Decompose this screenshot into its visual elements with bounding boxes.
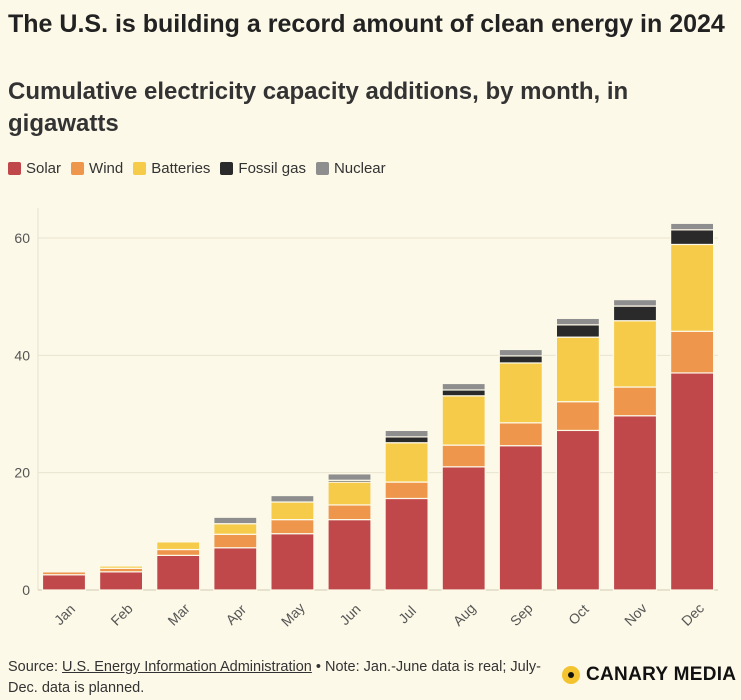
legend-item-nuclear: Nuclear	[315, 160, 386, 177]
bar-jul-batteries	[384, 442, 429, 483]
legend-label-wind: Wind	[89, 160, 124, 177]
bar-may-wind	[270, 519, 315, 535]
legend-item-wind: Wind	[71, 160, 123, 177]
legend-swatch-batteries	[133, 162, 147, 175]
legend: Solar Wind Batteries Fossil gas Nuclear	[8, 160, 386, 177]
bar-jan-solar	[41, 574, 87, 591]
bar-dec-fossil-gas	[669, 229, 715, 246]
bar-dec-solar	[669, 372, 715, 591]
x-tick-label-aug: Aug	[450, 600, 479, 629]
legend-item-fossil-gas: Fossil gas	[220, 160, 306, 177]
bar-mar-solar	[156, 554, 201, 591]
bar-nov-fossil-gas	[612, 305, 658, 322]
legend-swatch-wind	[71, 162, 85, 175]
x-tick-label-nov: Nov	[621, 600, 650, 629]
x-tick-label-may: May	[278, 599, 308, 629]
bar-oct-nuclear	[555, 317, 601, 326]
footer-note: • Note: Jan.-June data is real; July-Dec…	[8, 659, 541, 696]
bar-apr-wind	[213, 533, 258, 549]
bar-nov-batteries	[612, 320, 658, 388]
bar-sep-wind	[498, 422, 543, 447]
bar-mar-wind	[156, 548, 201, 556]
bar-may-batteries	[270, 501, 315, 521]
legend-label-fossil-gas: Fossil gas	[238, 160, 306, 177]
x-tick-label-apr: Apr	[222, 601, 249, 628]
bar-jan-nuclear	[41, 569, 87, 572]
x-tick-label-jul: Jul	[395, 602, 419, 626]
x-tick-label-jan: Jan	[51, 601, 78, 628]
bar-mar-batteries	[156, 541, 201, 551]
bar-jul-fossil-gas	[384, 436, 429, 444]
legend-label-nuclear: Nuclear	[333, 160, 386, 177]
x-tick-label-feb: Feb	[107, 600, 136, 629]
bar-sep-batteries	[498, 362, 543, 424]
bar-jun-solar	[327, 519, 372, 591]
y-tick-label-20: 20	[14, 465, 30, 481]
bar-feb-solar	[98, 571, 144, 591]
bar-oct-solar	[555, 429, 601, 591]
footer: Source: U.S. Energy Information Administ…	[8, 657, 548, 699]
canary-dot-icon	[562, 666, 580, 684]
chart-subtitle: Cumulative electricity capacity addition…	[8, 78, 629, 137]
bar-jun-wind	[327, 504, 372, 521]
brand-name: CANARY MEDIA	[586, 664, 737, 685]
bar-jul-wind	[384, 481, 429, 500]
bar-feb-nuclear	[98, 564, 144, 567]
brand-logo: CANARY MEDIA	[562, 664, 736, 686]
bar-jun-nuclear	[327, 473, 372, 481]
bar-aug-nuclear	[441, 382, 486, 391]
legend-label-batteries: Batteries	[151, 160, 211, 177]
bar-aug-fossil-gas	[441, 389, 486, 397]
bar-dec-nuclear	[669, 222, 715, 231]
bar-jul-solar	[384, 497, 429, 591]
chart-title: The U.S. is building a record amount of …	[8, 10, 725, 38]
legend-label-solar: Solar	[26, 160, 62, 177]
legend-swatch-solar	[8, 162, 21, 175]
bar-nov-nuclear	[612, 298, 658, 307]
bar-oct-wind	[555, 401, 601, 432]
bar-may-solar	[270, 533, 315, 591]
bar-aug-solar	[441, 466, 486, 591]
x-tick-label-dec: Dec	[678, 600, 707, 629]
y-tick-label-40: 40	[14, 347, 30, 363]
bar-sep-solar	[498, 445, 543, 591]
bar-sep-nuclear	[498, 348, 543, 357]
x-tick-label-mar: Mar	[164, 600, 193, 629]
bar-jul-nuclear	[384, 429, 429, 438]
bar-sep-fossil-gas	[498, 355, 543, 364]
bar-nov-solar	[612, 415, 658, 591]
bar-mar-nuclear	[156, 540, 201, 543]
x-tick-label-jun: Jun	[336, 601, 363, 628]
bar-may-nuclear	[270, 494, 315, 503]
bar-aug-batteries	[441, 395, 486, 446]
bar-dec-batteries	[669, 243, 715, 332]
legend-swatch-nuclear	[315, 162, 329, 175]
bar-aug-wind	[441, 444, 486, 468]
stacked-bar-chart: 0 20 40 60 Jan Feb Mar Apr May Jun Jul Aug Sep Oct Nov…	[14, 208, 718, 629]
x-tick-label-oct: Oct	[565, 601, 592, 628]
y-tick-label-60: 60	[14, 230, 30, 246]
bar-oct-batteries	[555, 336, 601, 403]
source-label: Source:	[8, 659, 58, 675]
bar-oct-fossil-gas	[555, 324, 601, 338]
legend-item-solar: Solar	[8, 160, 61, 177]
bar-nov-wind	[612, 386, 658, 417]
bar-dec-wind	[669, 330, 715, 374]
x-tick-label-sep: Sep	[507, 600, 536, 629]
bar-apr-solar	[213, 547, 258, 591]
bar-apr-batteries	[213, 523, 258, 535]
legend-item-batteries: Batteries	[133, 160, 210, 177]
bar-jun-batteries	[327, 481, 372, 506]
y-tick-label-0: 0	[22, 582, 30, 598]
legend-swatch-fossil-gas	[220, 162, 234, 175]
source-link[interactable]: U.S. Energy Information Administration	[62, 659, 312, 675]
bar-apr-nuclear	[213, 516, 258, 525]
